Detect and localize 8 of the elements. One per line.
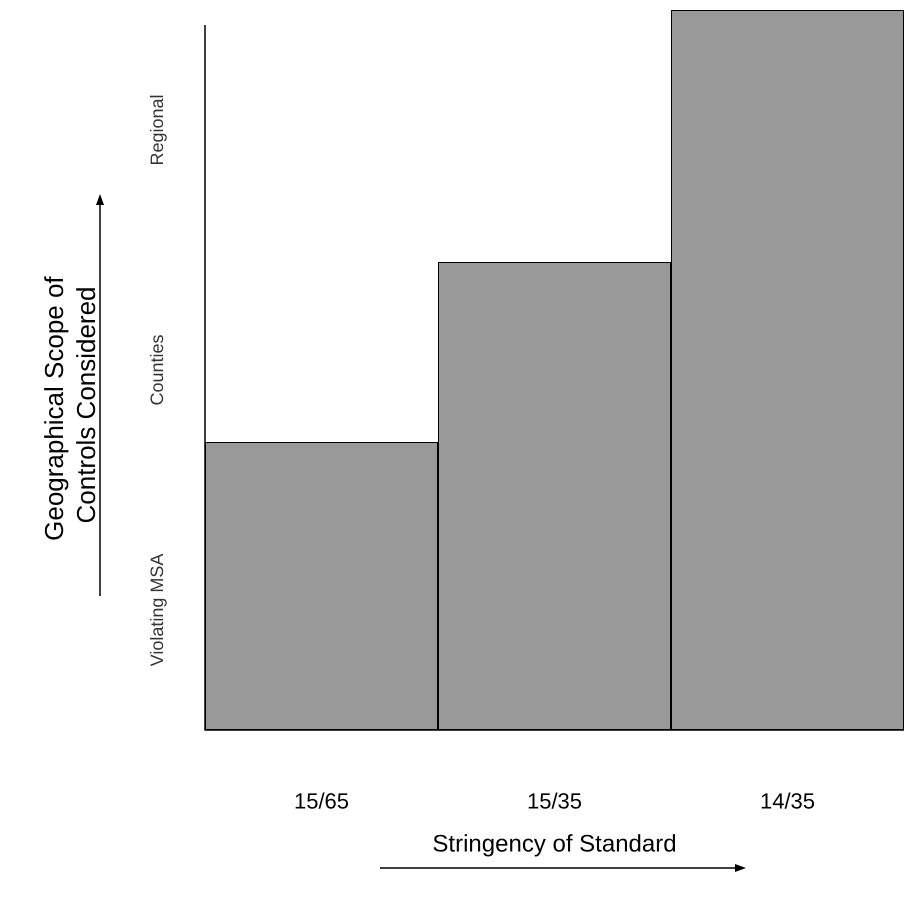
y-axis-title: Geographical Scope of Controls Considered <box>39 269 101 541</box>
text: Violating MSA <box>147 554 167 666</box>
x-tick-label: 15/65 <box>294 788 350 814</box>
text: Counties <box>147 334 167 406</box>
text: Regional <box>147 94 167 166</box>
x-tick-label: 14/35 <box>760 788 816 814</box>
x-axis-title: Stringency of Standard <box>432 830 677 858</box>
x-tick-label: 15/35 <box>526 788 582 814</box>
